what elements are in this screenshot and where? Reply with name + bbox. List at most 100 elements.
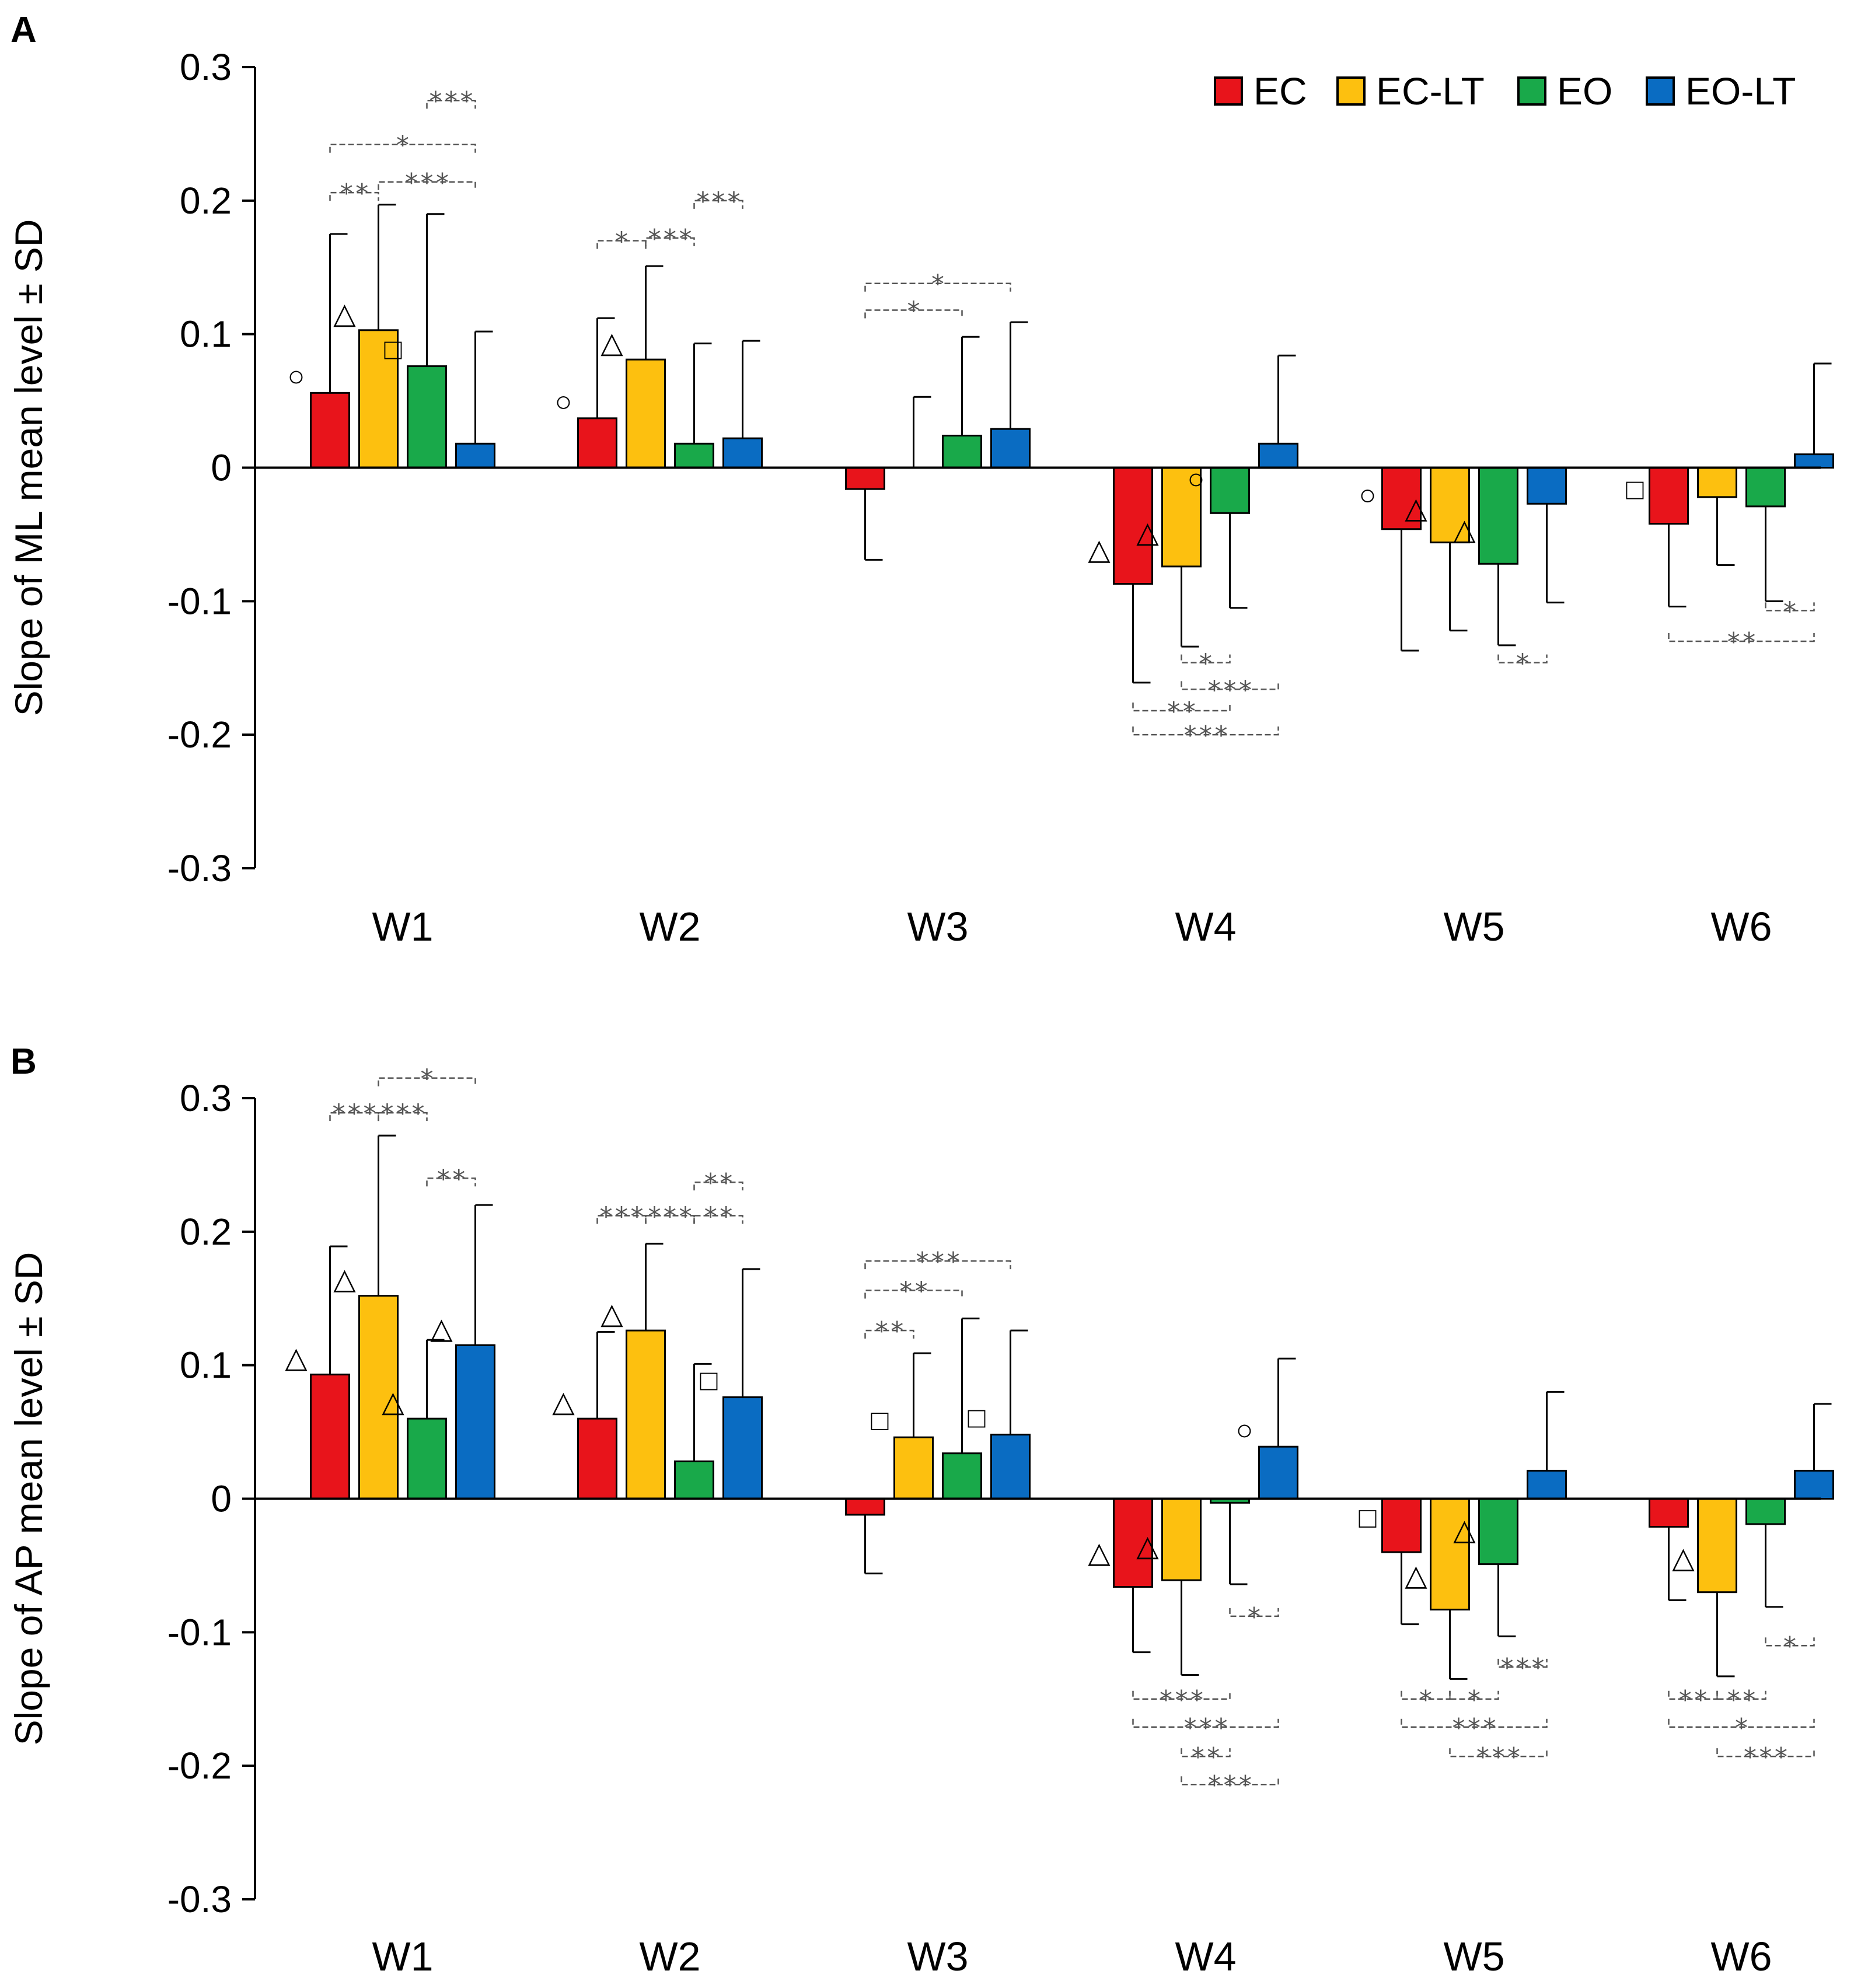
bar-eo-w2	[674, 442, 714, 469]
significance-label: ***	[428, 86, 474, 116]
significance-label: **	[1726, 1685, 1757, 1715]
y-tick-label: 0.3	[180, 1077, 232, 1119]
significance-label: **	[898, 1277, 929, 1306]
significance-bracket	[864, 1260, 1011, 1270]
significance-label: ***	[598, 1201, 644, 1231]
category-label: W6	[1711, 1934, 1772, 1979]
significance-label: ***	[1451, 1713, 1497, 1743]
significance-bracket	[1668, 1718, 1815, 1728]
y-tick-label: -0.1	[167, 1611, 232, 1653]
significance-bracket	[1132, 1690, 1231, 1700]
significance-bracket	[693, 200, 743, 209]
marker-symbol: △	[382, 1385, 404, 1418]
panel-B: B Slope of AP mean level ± SD 0.3 0.2 0.1 0 -0…	[7, 1042, 1834, 1979]
significance-label: **	[1678, 1685, 1709, 1715]
marker-symbol: △	[1672, 1542, 1695, 1574]
y-tick-label: 0	[211, 1478, 232, 1520]
marker-symbol: ○	[1235, 1413, 1253, 1446]
significance-bracket	[1132, 726, 1279, 736]
panel-letter: B	[11, 1042, 37, 1082]
significance-bracket	[1765, 1637, 1815, 1647]
significance-label: *	[1515, 649, 1531, 679]
y-tick-label: 0.1	[180, 313, 232, 355]
significance-bracket	[1716, 1748, 1815, 1758]
significance-bracket	[426, 1178, 476, 1187]
bar-eo-lt-w5	[1527, 467, 1567, 505]
category-label: W4	[1175, 1934, 1237, 1979]
significance-label: ***	[331, 1099, 377, 1128]
significance-label: ***	[647, 1201, 693, 1231]
bar-eo-w5	[1478, 467, 1518, 565]
significance-bracket	[864, 282, 1011, 292]
y-tick-label: 0.3	[180, 46, 232, 88]
bar-eo-lt-w1	[455, 1344, 495, 1500]
significance-label: *	[614, 226, 630, 256]
marker-symbol: □	[1626, 473, 1644, 506]
legend-label-eo: EO	[1557, 69, 1612, 113]
bar-ec-lt-w3	[893, 1436, 934, 1500]
bar-ec-lt-w6	[1697, 467, 1737, 498]
significance-label: ***	[1499, 1653, 1545, 1683]
category-label: W6	[1711, 904, 1772, 949]
marker-symbol: ○	[1359, 478, 1376, 511]
bar-ec-w3	[845, 1498, 885, 1516]
category-label: W1	[372, 1934, 434, 1979]
significance-bracket	[596, 1215, 647, 1224]
significance-bracket	[1181, 1776, 1279, 1786]
significance-bracket	[378, 1077, 476, 1086]
marker-symbol: △	[1136, 516, 1159, 548]
category-label: W3	[907, 904, 969, 949]
significance-label: *	[1247, 1602, 1262, 1632]
category-label: W4	[1175, 904, 1237, 949]
bar-ec-w3	[845, 467, 885, 490]
significance-bracket	[864, 1290, 963, 1299]
marker-symbol: □	[1359, 1501, 1377, 1534]
legend-swatch-ec-lt	[1336, 76, 1366, 106]
y-tick-label: 0.2	[180, 1211, 232, 1253]
significance-label: *	[1734, 1713, 1750, 1743]
y-tick-label: 0.1	[180, 1344, 232, 1386]
bar-eo-w1	[407, 365, 447, 469]
significance-bracket	[1449, 1690, 1499, 1700]
significance-label: ***	[1207, 675, 1253, 705]
bar-ec-lt-w2	[626, 1329, 666, 1500]
bar-eo-lt-w3	[990, 1434, 1031, 1500]
marker-symbol: △	[285, 1341, 308, 1374]
significance-label: ***	[1207, 1770, 1253, 1800]
y-axis-label: Slope of AP mean level ± SD	[7, 1252, 50, 1746]
category-label: W1	[372, 904, 434, 949]
bar-eo-w1	[407, 1417, 447, 1500]
bar-eo-lt-w2	[722, 1396, 763, 1500]
bar-eo-lt-w4	[1258, 442, 1298, 469]
bar-eo-lt-w5	[1527, 1469, 1567, 1500]
marker-symbol: △	[1405, 1559, 1427, 1591]
significance-label: **	[703, 1168, 734, 1198]
marker-symbol: △	[1088, 533, 1111, 566]
y-tick-label: -0.1	[167, 580, 232, 622]
significance-bracket	[693, 1215, 743, 1224]
marker-symbol: △	[333, 297, 356, 330]
category-label: W3	[907, 1934, 969, 1979]
significance-bracket	[1668, 633, 1815, 642]
significance-bracket	[1401, 1690, 1451, 1700]
marker-symbol: △	[333, 1263, 356, 1295]
significance-bracket	[1181, 681, 1279, 690]
bar-eo-w5	[1478, 1498, 1518, 1566]
significance-label: *	[1782, 596, 1798, 626]
significance-bracket	[1229, 1608, 1279, 1617]
significance-label: **	[1190, 1742, 1221, 1772]
marker-symbol: △	[600, 326, 623, 359]
significance-label: *	[1782, 1631, 1798, 1661]
bar-ec-lt-w4	[1161, 1498, 1202, 1581]
y-tick-label: -0.3	[167, 847, 232, 889]
significance-label: *	[1418, 1685, 1434, 1715]
significance-label: *	[906, 296, 921, 326]
bar-eo-w3	[942, 1452, 982, 1500]
significance-label: ***	[647, 224, 693, 254]
legend-label-eo-lt: EO-LT	[1685, 69, 1796, 113]
significance-bracket	[1497, 1658, 1548, 1668]
y-tick-label: -0.2	[167, 714, 232, 756]
bar-ec-w2	[577, 417, 617, 469]
significance-bracket	[1449, 1748, 1548, 1758]
marker-symbol: □	[871, 1404, 889, 1437]
